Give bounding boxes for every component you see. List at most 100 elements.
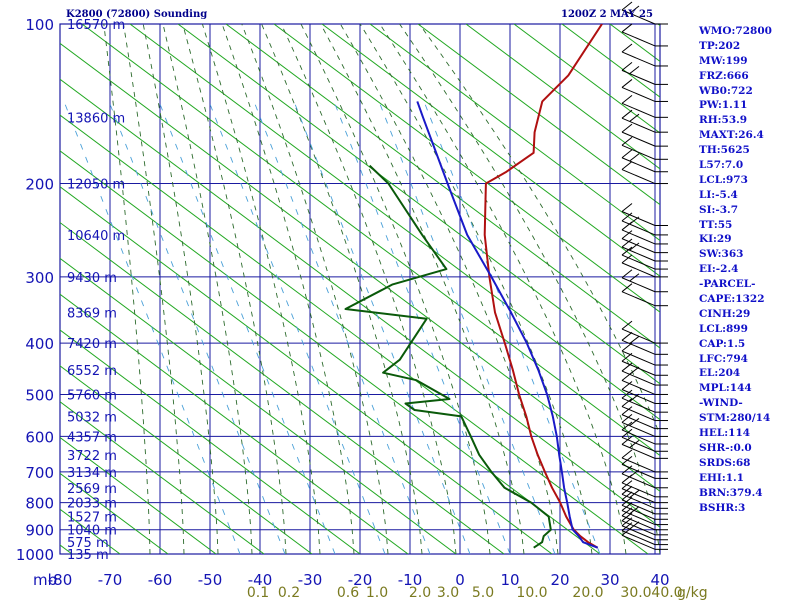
stat-line: WMO:72800 (699, 25, 772, 37)
height-label: 3134 m (67, 466, 117, 481)
height-label: 8369 m (67, 306, 117, 321)
wind-barb-flag (621, 269, 633, 279)
wind-barb-flag (621, 203, 633, 212)
wind-barb-flag (621, 352, 633, 362)
wind-barb-shaft (621, 229, 656, 245)
wind-barb-shaft (621, 510, 656, 526)
moist-adiabat-line (379, 24, 627, 554)
temperature-tick-label: -80 (48, 571, 73, 589)
wind-barb-flag (621, 507, 633, 517)
dry-adiabat-line (417, 24, 660, 206)
stat-line: FRZ:666 (699, 69, 749, 82)
stat-line: MAXT:26.4 (699, 129, 764, 142)
wind-barb-flag (621, 502, 633, 511)
pressure-tick-label: 700 (25, 464, 54, 482)
wind-barb-flag (621, 1, 633, 11)
stat-line: LI:-5.4 (699, 188, 738, 201)
height-label: 5760 m (67, 388, 117, 403)
moist-adiabat-line (399, 24, 660, 554)
dry-adiabat-line (60, 257, 457, 554)
wind-barb-shaft (621, 254, 656, 270)
wind-barb-flag (621, 522, 633, 531)
wind-barb-shaft (621, 169, 656, 185)
adiabat-lines (60, 24, 660, 554)
wind-barb-flag (621, 123, 633, 133)
wind-barb-flag (621, 480, 633, 490)
stat-line: SI:-3.7 (699, 203, 738, 216)
stat-line: PW:1.11 (699, 99, 748, 112)
wind-barb-flag (629, 335, 640, 344)
stat-line: SHR-:0.0 (699, 441, 752, 454)
wind-barb-flag (629, 5, 640, 14)
moist-adiabat-line (201, 24, 321, 554)
moist-adiabat-line (320, 24, 525, 554)
wind-barb-flag (621, 362, 633, 372)
wind-barb-flag (629, 506, 640, 514)
pressure-tick-label: 900 (25, 522, 54, 540)
wind-barb-flag (621, 465, 633, 475)
moist-adiabat-line (261, 24, 423, 554)
wind-barb-shaft (621, 117, 656, 133)
stat-line: SRDS:68 (699, 456, 751, 469)
wind-barb-shaft (621, 157, 656, 173)
dewpoint-profile-line (344, 164, 552, 549)
height-label: 12050 m (67, 178, 125, 193)
stat-line: -WIND- (699, 397, 743, 410)
stat-line: TP:202 (699, 39, 741, 52)
wind-barb-shaft (621, 51, 656, 67)
wind-barb-flag (621, 398, 633, 407)
wind-barb-flag (621, 79, 633, 88)
height-label: 6552 m (67, 364, 117, 379)
wind-barb-flag (621, 109, 633, 119)
wind-barb-shaft (621, 211, 656, 226)
wind-barbs (621, 1, 668, 554)
height-label: 2569 m (67, 482, 117, 497)
mixing-ratio-label: 5.0 (472, 585, 494, 600)
wind-barb-flag (621, 372, 633, 381)
stat-line: EHI:1.1 (699, 471, 744, 484)
dry-adiabat-line (369, 24, 660, 242)
stat-line: LCL:973 (699, 173, 748, 186)
mixing-ratio-label: 20.0 (572, 585, 603, 600)
temperature-tick-label: -40 (248, 571, 273, 589)
mixing-ratio-line (109, 103, 286, 554)
temperature-tick-label: 20 (550, 571, 569, 589)
stat-line: HEL:114 (699, 427, 751, 440)
dry-adiabat-line (60, 401, 265, 554)
wind-barb-flag (621, 238, 633, 248)
temperature-tick-label: 10 (500, 571, 519, 589)
mixing-ratio-label: 0.2 (278, 585, 300, 600)
wind-barb-shaft (621, 443, 656, 459)
wind-barb-shaft (621, 9, 656, 25)
dry-adiabat-line (60, 329, 361, 554)
mixing-ratio-label: 2.0 (409, 585, 431, 600)
pressure-tick-label: 100 (25, 16, 54, 34)
wind-barb-flag (621, 517, 633, 527)
wind-barb-flag (621, 428, 633, 438)
wind-barb-flag (629, 393, 640, 402)
parcel-profile-line (416, 101, 599, 549)
wind-barb-shaft (621, 534, 656, 550)
wind-barb-shaft (621, 220, 656, 236)
wind-barb-flag (621, 161, 633, 170)
moist-adiabat-line (280, 24, 457, 554)
dry-adiabat-line (321, 24, 660, 277)
wind-barb-flag (621, 485, 633, 495)
wind-barb-flag (621, 455, 633, 465)
wind-barb-flag (621, 94, 633, 104)
stat-line: WB0:722 (699, 84, 753, 97)
height-label: 1040 m (67, 524, 117, 539)
mixing-ratio-line (159, 103, 336, 554)
dry-adiabat-line (273, 24, 660, 313)
wind-barb-flag (621, 212, 633, 222)
dry-adiabat-line (81, 24, 660, 457)
stat-line: LFC:794 (699, 352, 748, 365)
wind-barb-shaft (621, 69, 656, 85)
height-label: 1527 m (67, 511, 117, 526)
moist-adiabat-line (123, 24, 185, 554)
mixing-ratio-line (294, 103, 471, 554)
sounding-indices-panel: WMO:72800 TP:202 MW:199 FRZ:666 WB0:722 PW:1.… (699, 24, 799, 515)
wind-barb-flag (621, 342, 633, 352)
stat-line: TH:5625 (699, 144, 750, 157)
